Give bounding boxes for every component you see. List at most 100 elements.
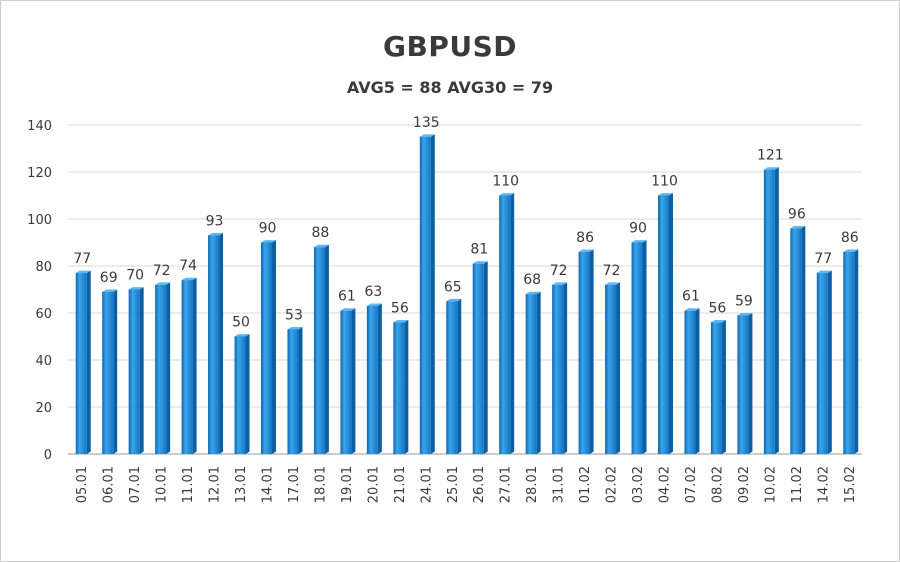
bar-side	[324, 244, 329, 454]
chart-subtitle: AVG5 = 88 AVG30 = 79	[346, 78, 554, 97]
x-tick-label: 18.01	[313, 466, 328, 503]
bar	[816, 273, 828, 454]
x-tick-label: 08.02	[710, 466, 725, 503]
bar-side	[854, 249, 859, 454]
x-tick-label: 12.01	[208, 466, 223, 503]
x-tick-label: 06.01	[102, 466, 117, 503]
bar-top	[261, 240, 276, 243]
data-label: 90	[259, 221, 277, 237]
bar	[208, 235, 220, 454]
x-tick-label: 26.01	[472, 466, 487, 503]
data-label: 70	[126, 268, 144, 284]
bar-side	[563, 282, 568, 454]
x-tick-label: 07.02	[684, 466, 699, 503]
data-label: 121	[757, 148, 784, 164]
bar-top	[737, 312, 753, 316]
bar-side	[457, 298, 462, 454]
data-label: 86	[576, 230, 594, 246]
data-label: 69	[100, 270, 118, 286]
bar-top	[287, 327, 303, 330]
data-label: 77	[814, 251, 832, 267]
x-tick-label: 19.01	[340, 466, 355, 503]
data-label: 90	[629, 221, 647, 237]
data-label: 72	[153, 263, 171, 279]
y-tick-label: 40	[35, 354, 52, 369]
data-label: 96	[788, 206, 806, 222]
bar-top	[499, 193, 515, 196]
bar	[710, 322, 722, 454]
bars	[75, 134, 859, 454]
bar-top	[605, 282, 621, 285]
bar-side	[589, 249, 594, 454]
y-tick-label: 0	[44, 448, 52, 463]
bar-top	[525, 291, 541, 295]
data-label: 68	[523, 272, 541, 288]
bar	[234, 336, 246, 454]
chart-title: GBPUSD	[383, 30, 517, 63]
bar	[472, 263, 484, 454]
bar-top	[631, 240, 647, 243]
x-tick-label: 27.01	[499, 466, 514, 503]
x-tick-label: 05.01	[75, 466, 90, 503]
bar	[605, 284, 617, 454]
bar	[658, 195, 669, 454]
gridlines	[68, 124, 862, 455]
data-label: 65	[444, 279, 462, 295]
data-label: 59	[735, 293, 753, 309]
x-tick-label: 07.01	[128, 466, 143, 503]
x-tick-label: 02.02	[605, 466, 620, 503]
bar	[261, 242, 272, 454]
x-axis: 05.01 06.01 07.01 10.01 11.01 12.01 13.01 14.01…	[75, 466, 858, 503]
bar	[313, 247, 325, 454]
bar-side	[483, 261, 488, 454]
data-label: 86	[841, 230, 859, 246]
bar-top	[128, 287, 144, 290]
x-tick-label: 24.01	[419, 466, 434, 503]
bar-side	[86, 270, 91, 454]
bar	[287, 329, 299, 454]
x-tick-label: 31.01	[552, 466, 567, 503]
bar-top	[313, 244, 329, 248]
bar-side	[272, 240, 276, 454]
bar-top	[419, 134, 435, 137]
x-tick-label: 01.02	[578, 466, 593, 503]
x-tick-label: 17.01	[287, 466, 302, 503]
bar	[684, 310, 696, 454]
bar	[763, 169, 775, 454]
bar-side	[669, 193, 673, 454]
bar	[128, 289, 140, 454]
data-labels: 77 69 70 72 74 93 50 90 53 88 61 63 56 135 65 81 110 68 72…	[73, 115, 858, 331]
data-label: 110	[492, 174, 519, 190]
bar	[181, 280, 193, 454]
bar-side	[748, 312, 753, 454]
data-label: 53	[285, 307, 303, 323]
bar-top	[843, 249, 859, 252]
y-tick-label: 140	[27, 119, 52, 134]
data-label: 77	[73, 251, 91, 267]
bar	[525, 294, 537, 454]
bar-top	[366, 303, 382, 306]
bar-top	[208, 233, 224, 236]
data-label: 88	[312, 225, 330, 241]
y-tick-label: 20	[35, 401, 52, 416]
bar	[102, 291, 114, 454]
bar-side	[245, 334, 250, 454]
bar-top	[75, 270, 91, 274]
bar	[499, 195, 511, 454]
x-tick-label: 20.01	[366, 466, 381, 503]
x-tick-label: 14.01	[261, 466, 276, 503]
bar-side	[642, 240, 647, 454]
x-tick-label: 10.01	[155, 466, 170, 503]
bar-side	[827, 270, 832, 454]
x-tick-label: 09.02	[737, 466, 752, 503]
bar-side	[695, 308, 700, 454]
x-tick-label: 04.02	[658, 466, 673, 503]
bar-side	[351, 308, 356, 454]
bar-top	[684, 308, 700, 311]
data-label: 74	[179, 258, 197, 274]
bar	[631, 242, 643, 454]
bar-top	[552, 282, 568, 285]
bar-top	[658, 193, 673, 196]
data-label: 56	[709, 300, 727, 316]
bar-top	[155, 282, 171, 285]
